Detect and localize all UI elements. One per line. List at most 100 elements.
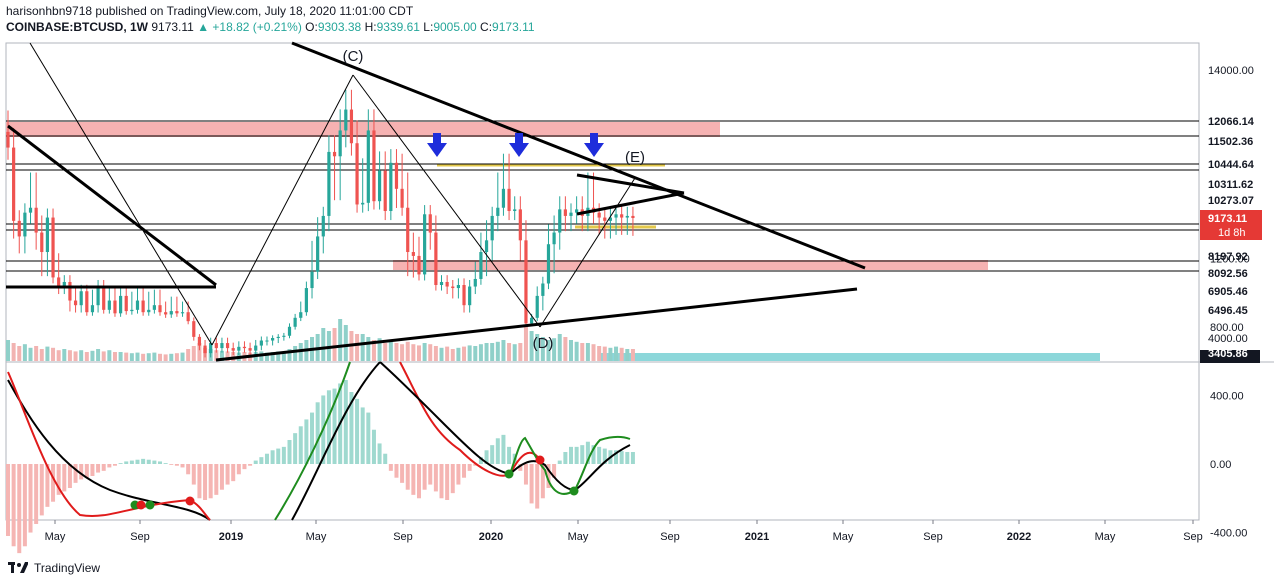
- candle-body: [625, 215, 629, 218]
- candle-body: [496, 207, 500, 216]
- signal-line-green: [274, 361, 351, 521]
- candle-body: [119, 295, 123, 314]
- volume-bar: [118, 352, 123, 361]
- volume-bar: [529, 331, 534, 361]
- macd-histogram-bar: [490, 445, 495, 464]
- volume-bar: [73, 351, 78, 361]
- candle-body: [220, 343, 224, 349]
- candle-body: [34, 207, 38, 233]
- candle-body: [445, 281, 449, 287]
- macd-histogram-bar: [287, 440, 292, 464]
- volume-bar: [45, 346, 50, 361]
- candle-body: [259, 340, 263, 346]
- macd-histogram-bar: [388, 464, 393, 471]
- volume-bar: [84, 352, 89, 361]
- macd-histogram-bar: [242, 464, 247, 470]
- macd-histogram-bar: [214, 464, 219, 495]
- macd-histogram-bar: [208, 464, 213, 499]
- volume-bar: [169, 353, 174, 361]
- close-label: C:: [480, 20, 493, 34]
- volume-bar: [264, 352, 269, 361]
- volume-bar: [467, 345, 472, 361]
- candle-body: [631, 215, 635, 219]
- candle-body: [316, 236, 320, 272]
- macd-histogram-bar: [231, 464, 236, 482]
- macd-histogram-bar: [473, 464, 478, 466]
- signal-line-green-mid: [509, 435, 631, 495]
- candle-body: [282, 335, 286, 337]
- volume-bar: [39, 349, 44, 361]
- candle-body: [558, 209, 562, 233]
- candle-body: [12, 147, 16, 221]
- candle-body: [569, 212, 573, 216]
- macd-histogram-bar: [276, 448, 281, 464]
- macd-histogram-bar: [73, 464, 78, 483]
- macd-histogram-bar: [158, 461, 163, 464]
- candle-body: [310, 271, 314, 289]
- macd-histogram-bar: [248, 464, 253, 466]
- x-tick-label: 2021: [745, 531, 769, 543]
- macd-axis-label: 800.00: [1210, 322, 1244, 334]
- macd-axis-label: 400.00: [1210, 390, 1244, 402]
- macd-histogram-bar: [366, 412, 371, 464]
- candle-body: [214, 343, 218, 349]
- candle-body: [490, 215, 494, 241]
- down-arrow-icon: [584, 133, 604, 157]
- candle-body: [484, 240, 489, 253]
- publisher-text: harisonhbn9718 published on TradingView.…: [6, 4, 414, 18]
- x-tick-label: 2020: [479, 531, 503, 543]
- volume-bar: [411, 344, 416, 361]
- macd-histogram-bar: [552, 464, 557, 478]
- macd-histogram-bar: [580, 445, 585, 464]
- macd-histogram-bar: [152, 460, 157, 464]
- macd-histogram-bar: [523, 464, 528, 485]
- volume-bar: [614, 346, 619, 361]
- wave-line: [29, 42, 213, 346]
- low-label: L:: [423, 20, 434, 34]
- volume-bar: [366, 337, 371, 361]
- candle-body: [524, 240, 528, 324]
- volume-bar: [67, 350, 72, 361]
- volume-bar: [400, 344, 405, 361]
- macd-histogram-bar: [11, 464, 16, 547]
- price-axis-label: 8092.56: [1208, 268, 1248, 280]
- volume-bar: [135, 352, 140, 361]
- signal-line: [7, 371, 211, 521]
- candle-body: [175, 311, 179, 314]
- last-price-tag: [1200, 210, 1262, 240]
- macd-histogram-bar: [326, 390, 331, 464]
- macd-histogram-bar: [405, 464, 410, 490]
- wave-label: (D): [533, 335, 554, 352]
- macd-histogram-bar: [349, 392, 354, 464]
- volume-bar: [383, 343, 388, 361]
- candle-body: [62, 281, 66, 287]
- cross-marker-icon: [535, 455, 545, 465]
- open-label: O:: [305, 20, 318, 34]
- macd-histogram-bar: [585, 441, 590, 464]
- macd-histogram-bar: [439, 464, 444, 499]
- macd-axis-label: -400.00: [1210, 528, 1247, 540]
- macd-histogram-bar: [569, 446, 573, 464]
- candle-body: [603, 217, 607, 221]
- volume-bar: [174, 353, 179, 361]
- price-axis-label: 10444.64: [1208, 159, 1255, 171]
- macd-histogram-bar: [22, 464, 27, 547]
- volume-bar: [96, 349, 101, 361]
- candle-body: [79, 291, 83, 306]
- open-value: 9303.38: [317, 20, 362, 34]
- volume-bar: [270, 352, 275, 361]
- volume-bar: [163, 354, 168, 361]
- macd-histogram-bar: [619, 451, 624, 464]
- last-price-label: 9173.11: [1208, 213, 1247, 225]
- price-axis-label: 14000.00: [1208, 65, 1254, 77]
- wave-line: [539, 177, 636, 328]
- cross-marker-icon: [136, 500, 146, 510]
- wave-line: [211, 74, 354, 346]
- candle-body: [254, 345, 258, 351]
- trend-line: [7, 124, 217, 287]
- macd-histogram-bar: [450, 464, 455, 494]
- candle-body: [439, 281, 444, 286]
- candle-body: [361, 202, 365, 205]
- macd-histogram-bar: [253, 460, 258, 464]
